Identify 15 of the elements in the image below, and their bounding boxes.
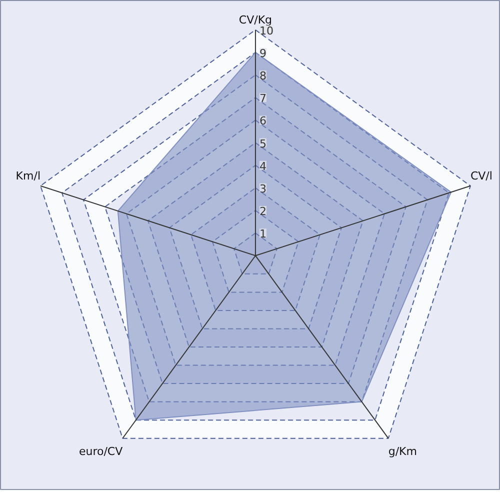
y-tick-label: 4 — [259, 160, 266, 173]
spoke-label: Km/l — [16, 169, 41, 182]
spoke-label: g/Km — [388, 445, 417, 458]
y-tick-label: 10 — [259, 24, 274, 38]
y-tick-label: 2 — [259, 205, 266, 218]
y-tick-label: 8 — [259, 70, 266, 83]
y-tick-label: 5 — [259, 137, 266, 150]
y-tick-label: 6 — [259, 114, 266, 128]
spoke-label: CV/Kg — [238, 13, 272, 26]
y-tick-label: 7 — [259, 92, 266, 106]
spoke-label: euro/CV — [78, 445, 124, 458]
y-tick-label: 1 — [259, 228, 266, 241]
y-tick-label: 3 — [259, 182, 266, 196]
spoke-label: CV/l — [470, 169, 492, 182]
y-tick-label: 9 — [259, 46, 266, 60]
